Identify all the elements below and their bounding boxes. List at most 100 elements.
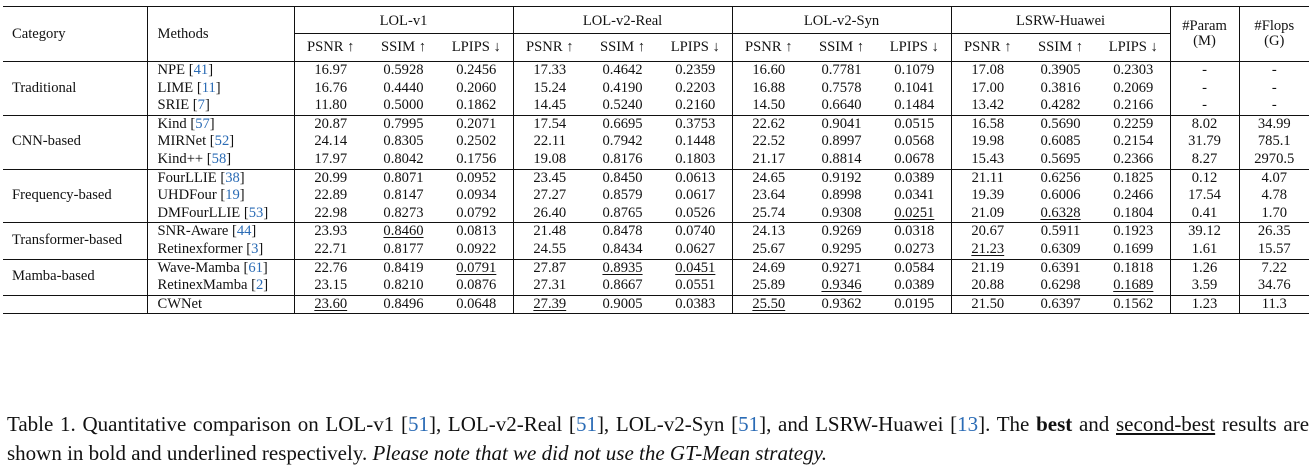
metric-value-cell: 0.0195: [878, 294, 952, 315]
metric-value-cell: 0.4282: [1024, 97, 1097, 115]
metric-value-cell: 23.15: [294, 277, 367, 295]
metric-value: 0.8935: [602, 259, 643, 276]
metric-value-cell: 0.5911: [1024, 222, 1098, 241]
flops-cell: 26.35: [1239, 222, 1310, 241]
metric-value: 16.60: [752, 62, 786, 78]
metric-value: 0.0551: [675, 277, 716, 294]
metric-value-cell: 0.7578: [805, 80, 878, 98]
metric-value: 0.8042: [383, 150, 424, 167]
metric-value-cell: 14.45: [513, 97, 586, 115]
citation-link[interactable]: 38: [225, 169, 240, 186]
category-cell: Traditional: [3, 61, 148, 116]
metric-value: 24.69: [752, 259, 786, 276]
metric-value-cell: 0.6640: [805, 97, 878, 115]
metric-value: 27.87: [533, 259, 567, 276]
metric-value-cell: 0.9308: [805, 205, 878, 223]
metric-value-cell: 0.8998: [805, 187, 878, 205]
metric-value-cell: 27.39: [513, 294, 587, 315]
metric-ssim-header: SSIM ↑: [819, 39, 865, 55]
metric-value: 23.93: [314, 223, 348, 240]
method-cell: RetinexMamba [2]: [147, 277, 295, 296]
metric-value-cell: 0.9295: [805, 241, 878, 259]
metric-value-cell: 0.6298: [1024, 277, 1097, 295]
metric-value-cell: 0.0922: [440, 240, 514, 260]
metric-value-cell: 0.0383: [659, 294, 733, 315]
citation-link[interactable]: 52: [214, 133, 230, 150]
param-cell: 8.02: [1170, 114, 1240, 134]
flops-header: #Flops (G): [1239, 6, 1310, 62]
citation-link[interactable]: 2: [256, 277, 264, 294]
metric-value-cell: 15.43: [951, 151, 1024, 169]
metric-value: 0.8765: [602, 204, 643, 221]
citation-link[interactable]: 61: [248, 259, 263, 276]
metric-value-cell: 0.0389: [878, 168, 952, 188]
metric-value-cell: 0.6695: [586, 114, 660, 134]
metric-value-cell: 0.9192: [805, 168, 879, 188]
metric-ssim-header: SSIM ↑: [380, 39, 426, 55]
citation-link[interactable]: 11: [201, 79, 216, 96]
metric-value: 0.8997: [821, 133, 862, 150]
caption-citation-link[interactable]: 51: [575, 412, 597, 436]
metric-value-cell: 0.0341: [878, 187, 952, 205]
metric-value-cell: 0.1562: [1097, 294, 1171, 315]
metric-value-cell: 24.14: [294, 133, 367, 151]
metric-value-cell: 0.9005: [586, 294, 660, 315]
metric-value-cell: 0.0389: [878, 277, 952, 296]
metric-value-cell: 0.2166: [1097, 97, 1171, 116]
header-row-metrics: PSNR ↑ SSIM ↑ LPIPS ↓ PSNR ↑ SSIM ↑ LPIP…: [3, 33, 1309, 62]
citation-link[interactable]: 3: [251, 240, 259, 257]
metric-value: 0.2154: [1113, 133, 1154, 150]
metric-value: 22.76: [314, 259, 348, 276]
metric-value: 0.1041: [894, 79, 935, 96]
table-row: Mamba-based Wave-Mamba [61] 22.76 0.8419 0.0…: [3, 258, 1310, 296]
metric-value-cell: 22.62: [732, 114, 806, 134]
category-cell: Frequency-based: [3, 168, 148, 223]
metric-value-cell: 0.5000: [367, 97, 440, 115]
citation-link[interactable]: 44: [236, 223, 252, 240]
method-name: CWNet: [157, 295, 203, 312]
metric-value: 0.2069: [1113, 79, 1154, 96]
flops-cell: -: [1271, 79, 1277, 96]
citation-link[interactable]: 58: [211, 150, 227, 167]
metric-value: 15.24: [533, 79, 567, 96]
metric-value: 23.60: [314, 295, 348, 312]
metric-value-cell: 0.0617: [659, 187, 733, 205]
methods-header: Methods: [147, 6, 295, 62]
metric-value: 0.2466: [1113, 187, 1154, 204]
metric-value-cell: 23.64: [732, 187, 805, 205]
citation-link[interactable]: 53: [248, 204, 264, 221]
metric-value: 16.58: [971, 115, 1005, 132]
citation-link[interactable]: 7: [197, 97, 205, 114]
metric-value: 20.88: [971, 277, 1005, 294]
metric-value-cell: 13.42: [951, 97, 1024, 115]
metric-value: 17.33: [533, 62, 567, 78]
metric-value-cell: 0.3905: [1024, 60, 1098, 80]
metric-value: 22.52: [752, 133, 786, 150]
metric-value-cell: 24.13: [732, 222, 806, 241]
metric-value-cell: 25.67: [732, 241, 805, 259]
metric-value-cell: 0.2466: [1097, 187, 1171, 205]
metric-value-cell: 0.0515: [878, 114, 952, 134]
metric-value: 0.1484: [894, 97, 935, 114]
caption-citation-link[interactable]: 51: [407, 412, 429, 436]
citation-link[interactable]: 57: [195, 115, 210, 132]
metric-value-cell: 0.8419: [367, 258, 440, 278]
metric-value: 0.0526: [675, 204, 716, 221]
metric-value-cell: 0.8434: [586, 241, 659, 259]
metric-value: 21.11: [971, 169, 1004, 186]
metric-value-cell: 0.8177: [367, 241, 440, 259]
metric-value-cell: 0.0451: [659, 258, 733, 278]
metric-value-cell: 0.8814: [805, 151, 878, 169]
citation-link[interactable]: 19: [225, 187, 240, 204]
metric-value-cell: 0.7942: [586, 133, 659, 151]
metric-value-cell: 0.0526: [659, 204, 733, 223]
param-header-line1: #Param: [1182, 18, 1227, 34]
metric-value: 0.9362: [821, 295, 862, 312]
metric-value-cell: 0.9346: [805, 277, 878, 295]
metric-value: 15.43: [971, 150, 1005, 167]
citation-link[interactable]: 41: [193, 62, 209, 78]
table-caption: Table 1. Quantitative comparison on LOL-…: [7, 410, 1309, 468]
caption-citation-link[interactable]: 13: [957, 412, 979, 436]
flops-cell: -: [1239, 60, 1310, 80]
caption-citation-link[interactable]: 51: [738, 412, 760, 436]
